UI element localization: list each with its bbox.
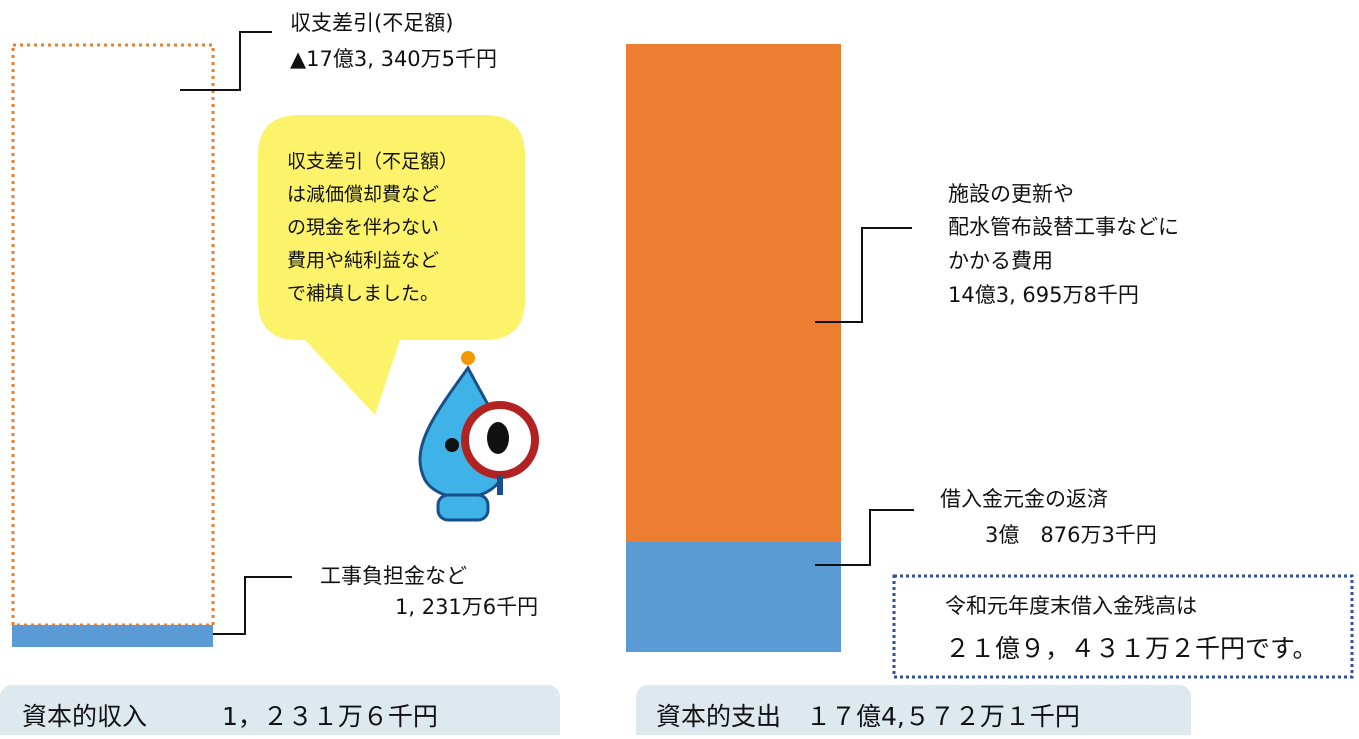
bubble-line: 収支差引（不足額） xyxy=(287,151,458,173)
repayment-amount: 3億 876万3千円 xyxy=(985,523,1157,547)
bubble-line: は減価償却費など xyxy=(287,184,439,206)
leader-line xyxy=(213,576,292,635)
renewal-label: かかる費用 xyxy=(948,249,1053,273)
note-line: 令和元年度末借入金残高は xyxy=(945,594,1197,618)
renewal-label: 施設の更新や xyxy=(948,182,1074,206)
deficit-outline xyxy=(11,43,215,627)
renewal-label: 配水管布設替工事などに xyxy=(948,215,1179,239)
note-box xyxy=(892,574,1354,679)
note-line: ２１億９，４３１万２千円です。 xyxy=(945,634,1318,663)
bubble-line: で補填しました。 xyxy=(287,283,439,305)
contribution-amount: 1, 231万6千円 xyxy=(395,595,538,619)
total-box xyxy=(636,685,1191,739)
contribution-bar xyxy=(12,625,213,647)
deficit-amount: ▲17億3, 340万5千円 xyxy=(290,47,497,71)
expenditure-total: 資本的支出 １７億4,５７２万１千円 xyxy=(656,702,1080,731)
leader-line xyxy=(180,31,272,91)
repayment-title: 借入金元金の返済 xyxy=(940,487,1108,511)
speech-bubble xyxy=(258,115,525,415)
mascot xyxy=(418,351,539,522)
renewal-bar xyxy=(626,44,841,542)
deficit-title: 収支差引(不足額) xyxy=(290,11,453,35)
total-box xyxy=(0,685,560,739)
leader-line xyxy=(815,509,914,566)
bubble-line: の現金を伴わない xyxy=(287,217,439,239)
repayment-bar xyxy=(626,542,841,652)
bubble-line: 費用や純利益など xyxy=(287,250,439,272)
renewal-amount: 14億3, 695万8千円 xyxy=(948,283,1139,307)
contribution-title: 工事負担金など xyxy=(320,564,467,588)
revenue-total: 資本的収入 1，２３１万６千円 xyxy=(22,702,438,731)
leader-line xyxy=(815,227,912,323)
